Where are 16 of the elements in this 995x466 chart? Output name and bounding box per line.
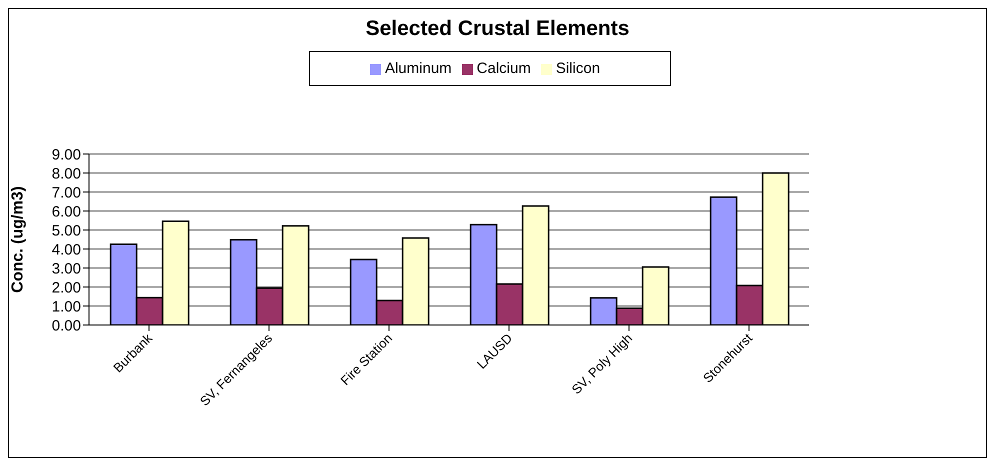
y-tick-label: 1.00 <box>52 298 81 316</box>
y-axis-title: Conc. (ug/m3) <box>10 186 27 293</box>
legend-label: Calcium <box>476 60 531 77</box>
y-tick-label: 9.00 <box>52 146 81 164</box>
chart-title: Selected Crustal Elements <box>364 17 630 41</box>
y-tick-label: 7.00 <box>52 184 81 202</box>
legend-label: Aluminum <box>384 60 452 77</box>
y-tick-label: 5.00 <box>52 222 81 240</box>
legend-label: Silicon <box>556 60 600 77</box>
y-tick-label: 6.00 <box>52 203 81 220</box>
y-tick-label: 3.00 <box>52 260 81 278</box>
x-tick-label: SV, Poly High <box>568 330 636 397</box>
y-tick-label: 4.00 <box>52 241 81 258</box>
y-tick-label: 0.00 <box>52 317 81 334</box>
y-tick-label: 2.00 <box>52 279 81 296</box>
y-tick-label: 8.00 <box>52 165 81 182</box>
